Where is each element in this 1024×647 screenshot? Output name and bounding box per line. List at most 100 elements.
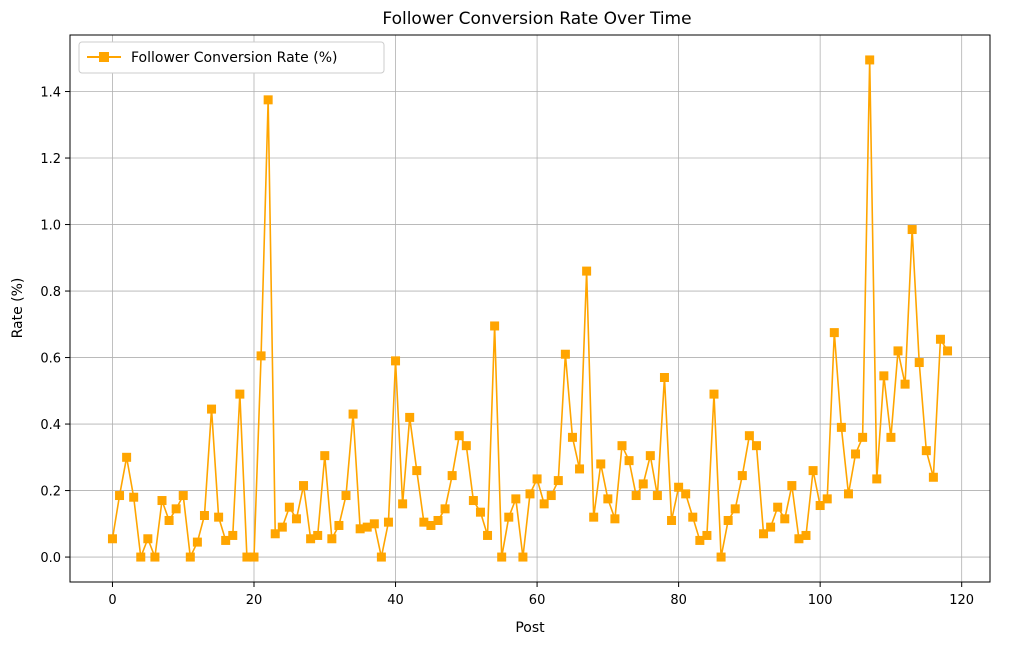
data-point	[744, 431, 754, 441]
data-point	[306, 534, 316, 544]
data-point	[468, 496, 478, 506]
data-point	[122, 452, 132, 462]
data-point	[433, 515, 443, 525]
data-point	[129, 492, 139, 502]
data-point	[730, 504, 740, 514]
data-point	[759, 529, 769, 539]
data-point	[497, 552, 507, 562]
data-point	[575, 464, 585, 474]
data-point	[398, 499, 408, 509]
y-tick-label: 0.4	[40, 418, 61, 433]
data-point	[327, 534, 337, 544]
data-point	[709, 389, 719, 399]
plot-frame	[69, 34, 991, 583]
data-point	[617, 441, 627, 451]
data-point	[567, 432, 577, 442]
data-point	[851, 449, 861, 459]
data-point	[419, 517, 429, 527]
data-point	[207, 404, 217, 414]
data-point	[822, 494, 832, 504]
data-point	[624, 456, 634, 466]
data-point	[320, 451, 330, 461]
data-point	[858, 432, 868, 442]
data-point	[886, 432, 896, 442]
data-point	[447, 471, 457, 481]
data-point	[249, 552, 259, 562]
data-point	[490, 321, 500, 331]
data-point	[107, 534, 117, 544]
data-point	[667, 515, 677, 525]
data-point	[794, 534, 804, 544]
data-point	[631, 491, 641, 501]
data-point	[553, 476, 563, 486]
data-point	[185, 552, 195, 562]
y-tick-label: 1.2	[40, 152, 61, 167]
y-tick-label: 0.2	[40, 485, 61, 500]
data-point	[164, 515, 174, 525]
data-point	[787, 481, 797, 491]
data-point	[645, 451, 655, 461]
y-tick-label: 0.0	[40, 551, 61, 566]
data-point	[532, 474, 542, 484]
data-point	[610, 514, 620, 524]
x-axis-label: Post	[515, 620, 545, 636]
data-point	[652, 491, 662, 501]
data-point	[921, 446, 931, 456]
data-point	[659, 373, 669, 382]
data-point	[723, 515, 733, 525]
x-tick-label: 0	[108, 593, 116, 608]
data-point	[603, 494, 613, 504]
data-point	[412, 466, 422, 476]
data-point	[475, 507, 485, 517]
data-point	[221, 535, 231, 545]
data-point	[843, 489, 853, 499]
data-point	[900, 379, 910, 389]
data-point	[263, 95, 273, 105]
data-point	[376, 552, 386, 562]
data-point	[270, 529, 280, 539]
data-point	[914, 358, 924, 368]
data-point	[504, 512, 514, 522]
data-point	[228, 530, 238, 540]
data-point	[702, 530, 712, 540]
data-point	[348, 409, 358, 419]
data-point	[461, 441, 471, 451]
data-point	[780, 514, 790, 524]
data-point	[391, 356, 401, 366]
data-point	[440, 504, 450, 514]
x-axis: 0 20 40 60 80 100 120	[108, 582, 974, 608]
data-point	[801, 530, 811, 540]
data-point	[766, 522, 776, 532]
data-point	[483, 530, 493, 540]
y-tick-label: 1.0	[40, 219, 61, 234]
y-tick-label: 0.8	[40, 285, 61, 300]
data-point	[199, 511, 209, 520]
data-point	[560, 349, 570, 359]
data-point	[355, 524, 365, 534]
data-point	[879, 371, 889, 381]
x-tick-label: 80	[670, 593, 687, 608]
data-point	[872, 474, 882, 484]
data-point	[284, 502, 294, 512]
y-tick-label: 1.4	[40, 86, 61, 101]
data-point	[171, 504, 181, 514]
data-point	[178, 491, 188, 501]
x-tick-label: 120	[949, 593, 974, 608]
data-point	[136, 552, 146, 562]
data-point	[751, 441, 761, 451]
data-point	[737, 471, 747, 481]
data-point	[235, 389, 245, 399]
data-point	[383, 517, 393, 527]
data-point	[369, 519, 379, 529]
data-point	[893, 346, 903, 356]
data-point	[334, 520, 344, 530]
data-point	[291, 514, 301, 524]
data-point	[695, 535, 705, 545]
data-point	[638, 479, 648, 489]
data-point	[907, 225, 917, 235]
series-layer	[107, 55, 953, 562]
series-line	[111, 59, 949, 558]
data-point	[454, 431, 464, 441]
data-point	[256, 351, 266, 361]
data-point	[829, 328, 839, 338]
